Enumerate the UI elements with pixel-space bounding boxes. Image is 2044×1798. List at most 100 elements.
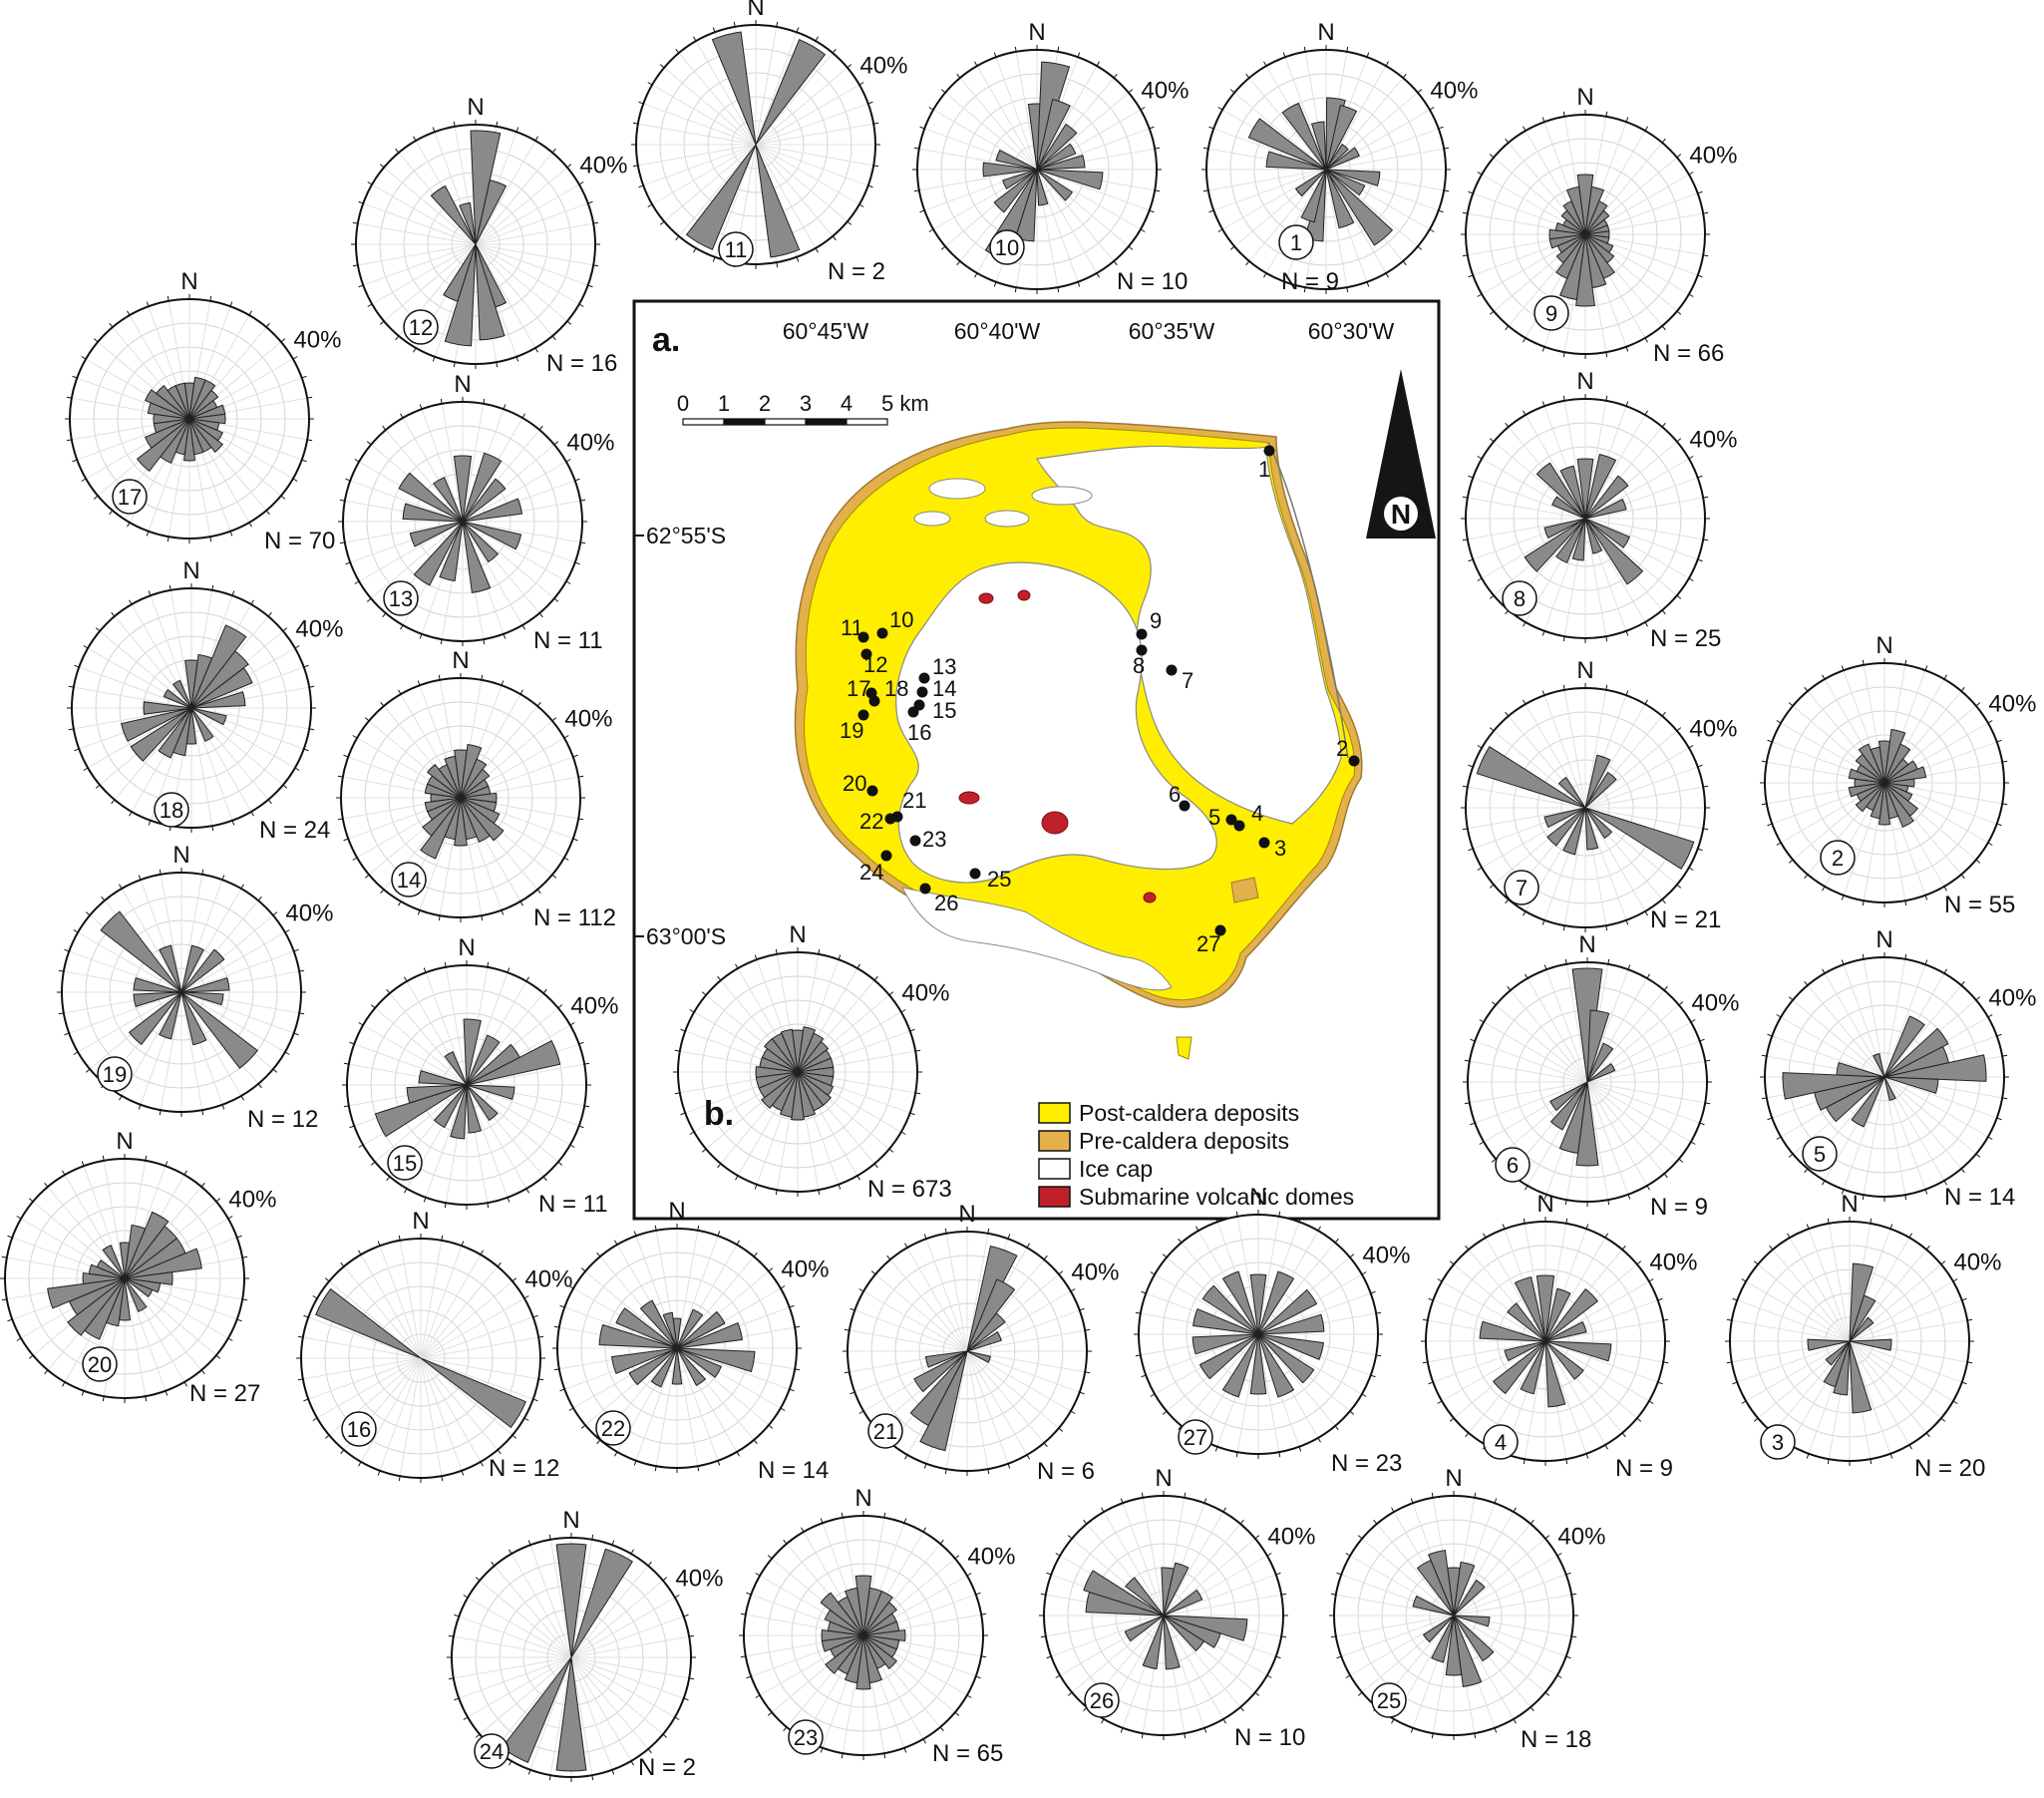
rose-petal xyxy=(450,1084,468,1140)
island-map xyxy=(794,421,1363,1060)
rose-grid-spoke xyxy=(570,1656,613,1770)
rose-tick xyxy=(64,948,70,952)
rose-tick xyxy=(417,909,421,915)
rose-grid-spoke xyxy=(1543,695,1586,809)
rose-petal xyxy=(443,243,477,302)
rose-tick xyxy=(735,1175,739,1181)
rose-tick xyxy=(1429,107,1435,111)
rose-tick xyxy=(1530,1519,1534,1525)
rose-tick xyxy=(593,264,599,267)
rose-percent-label: 40% xyxy=(1557,1523,1605,1550)
rose-tick xyxy=(1489,594,1495,599)
rose-grid-spoke xyxy=(1361,1538,1455,1617)
rose-grid-spoke xyxy=(1221,169,1327,230)
rose-tick xyxy=(1556,1553,1562,1557)
rose-tick xyxy=(111,799,116,805)
rose-grid-spoke xyxy=(651,84,757,146)
site-marker xyxy=(876,627,888,639)
site-label: 4 xyxy=(1251,801,1263,826)
rose-tick xyxy=(888,1148,894,1153)
rose-tick xyxy=(775,1190,778,1196)
rose-tick xyxy=(553,1368,559,1371)
scale-segment xyxy=(805,418,848,426)
rose-tick xyxy=(201,869,204,875)
rose-tick xyxy=(1564,1200,1567,1206)
rose-tick xyxy=(780,1407,786,1411)
rose-tick xyxy=(675,235,680,241)
rose-tick xyxy=(1345,1674,1351,1678)
rose-tick xyxy=(551,874,557,879)
rose-petal xyxy=(1883,1054,1987,1082)
rose-tick xyxy=(614,1451,618,1457)
rose-petal xyxy=(1551,496,1586,520)
rose-petal xyxy=(180,991,258,1069)
rose-petal xyxy=(462,521,500,563)
rose-tick xyxy=(638,184,644,188)
rose-tick xyxy=(1530,1706,1534,1712)
rose-tick xyxy=(1975,859,1981,864)
rose-tick xyxy=(1229,245,1235,250)
rose-percent-label: 40% xyxy=(579,152,627,179)
rose-tick xyxy=(674,1049,680,1052)
station-id-label: 22 xyxy=(601,1416,625,1441)
rose-grid-spoke xyxy=(420,1246,463,1359)
rose-diagram-17: N40%17N = 70 xyxy=(65,268,341,554)
ice-cap-east xyxy=(1036,445,1342,825)
rose-diagram-22: N40%22N = 14 xyxy=(552,1198,829,1484)
rose-tick xyxy=(81,1390,85,1396)
rose-petal xyxy=(124,1277,154,1298)
rose-tick xyxy=(1214,1217,1218,1223)
rose-grid-spoke xyxy=(1584,807,1646,912)
rose-grid-spoke xyxy=(755,144,849,222)
rose-grid-spoke xyxy=(1586,1081,1680,1160)
rose-grid-spoke xyxy=(1584,730,1678,809)
rose-tick xyxy=(525,976,529,982)
rose-tick xyxy=(440,398,443,404)
rose-grid-spoke xyxy=(420,1357,513,1436)
rose-grid-spoke xyxy=(420,1357,533,1400)
rose-tick xyxy=(1046,1655,1052,1659)
rose-petal xyxy=(1544,1287,1599,1342)
rose-tick xyxy=(1505,325,1510,331)
rose-tick xyxy=(1776,1136,1782,1140)
rose-tick xyxy=(73,929,79,933)
rose-tick xyxy=(138,1104,142,1110)
rose-tick xyxy=(527,1540,531,1546)
rose-tick xyxy=(453,121,456,127)
rose-grid-spoke xyxy=(32,1201,126,1279)
rose-petal xyxy=(430,184,477,245)
rose-diagram-9: N40%9N = 66 xyxy=(1461,84,1737,367)
rose-tick xyxy=(701,991,707,996)
rose-tick xyxy=(1908,1444,1912,1450)
rose-tick xyxy=(1465,1432,1470,1438)
rose-tick xyxy=(382,425,387,431)
rose-tick xyxy=(1697,475,1703,479)
rose-tick xyxy=(480,1461,484,1467)
rose-tick xyxy=(1140,107,1146,111)
rose-tick xyxy=(1806,1453,1810,1459)
rose-grid-spoke xyxy=(1248,169,1327,262)
rose-tick xyxy=(358,1022,364,1026)
rose-grid-spoke xyxy=(854,1309,968,1352)
rose-petal xyxy=(862,1601,898,1636)
rose-tick xyxy=(647,82,653,86)
rose-petal xyxy=(1883,743,1911,784)
rose-petal xyxy=(1453,1615,1495,1662)
rose-tick xyxy=(568,1407,574,1411)
rose-tick xyxy=(1162,1254,1168,1259)
rose-tick xyxy=(1924,895,1928,900)
rose-tick xyxy=(417,680,421,686)
rose-grid-spoke xyxy=(420,1357,443,1477)
rose-grid-spoke xyxy=(1584,689,1607,809)
rose-tick xyxy=(1806,1224,1810,1230)
rose-tick xyxy=(1841,665,1845,671)
rose-petal xyxy=(315,1287,422,1359)
rose-tick xyxy=(1254,1535,1260,1540)
rose-tick xyxy=(74,664,80,668)
rose-tick xyxy=(551,717,557,722)
rose-north-label: N xyxy=(452,647,469,674)
rose-petal xyxy=(1257,1333,1295,1398)
rose-tick xyxy=(1178,1425,1183,1431)
east-coastline xyxy=(1267,442,1349,759)
